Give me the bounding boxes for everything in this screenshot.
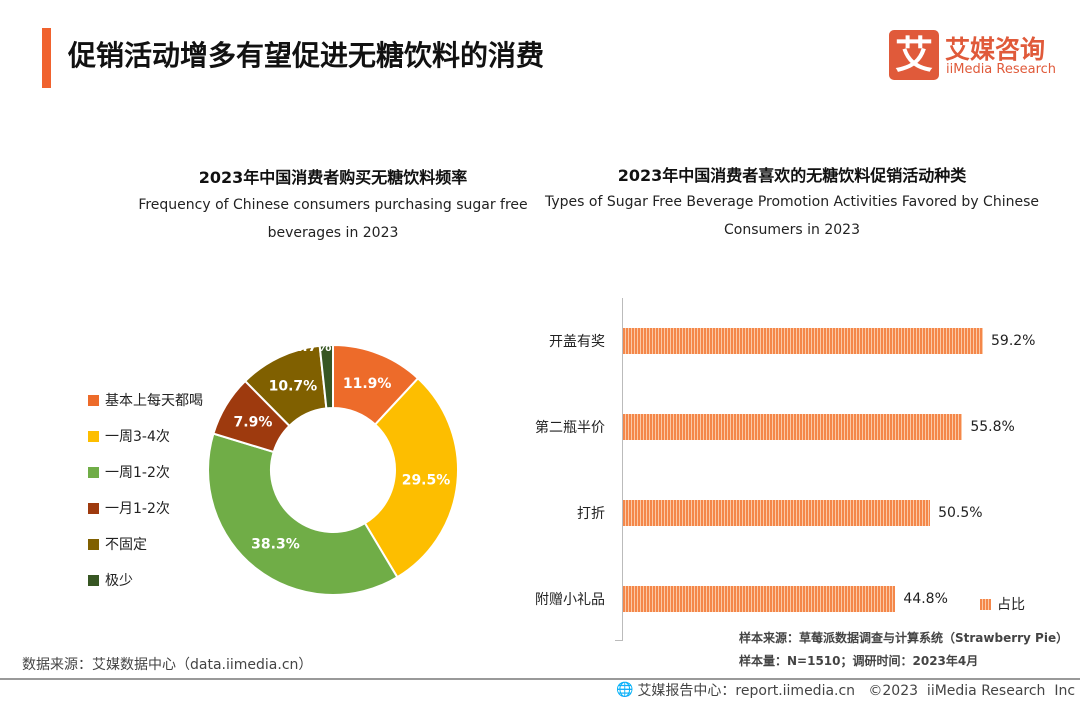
legend-item: 一周3-4次 (88, 426, 170, 446)
bar (623, 414, 963, 440)
right-chart-subtitle-2: Consumers in 2023 (724, 222, 860, 238)
logo-cn: 艾媒咨询 (945, 35, 1046, 64)
legend-label: 基本上每天都喝 (105, 393, 203, 409)
legend-label: 不固定 (105, 537, 147, 553)
right-chart-title: 2023年中国消费者喜欢的无糖饮料促销活动种类 (617, 166, 967, 185)
left-chart-title: 2023年中国消费者购买无糖饮料频率 (198, 168, 468, 187)
legend-label: 一周3-4次 (105, 429, 170, 445)
donut-data-label: 1.7% (293, 339, 332, 355)
left-chart-subtitle-1: Frequency of Chinese consumers purchasin… (138, 197, 528, 213)
sample-size: 样本量：N=1510；调研时间：2023年4月 (739, 654, 979, 668)
legend-label: 一周1-2次 (105, 465, 170, 481)
bar-legend-swatch (980, 598, 991, 610)
bar-data-label: 50.5% (938, 505, 983, 521)
legend-swatch (88, 574, 99, 586)
bar (623, 328, 983, 354)
sample-source: 样本来源：草莓派数据调查与计算系统（Strawberry Pie） (739, 631, 1069, 645)
donut-slice (318, 343, 334, 410)
donut-data-label: 7.9% (234, 415, 273, 431)
bar-data-label: 55.8% (970, 419, 1015, 435)
legend-item: 极少 (88, 570, 133, 590)
bar-category-label: 第二瓶半价 (535, 420, 605, 436)
legend-swatch (88, 394, 99, 406)
bar-legend: 占比 (980, 594, 1025, 614)
legend-item: 基本上每天都喝 (88, 390, 203, 410)
title-accent-bar (42, 28, 51, 88)
bar-category-label: 开盖有奖 (549, 334, 605, 350)
donut-data-label: 10.7% (269, 379, 318, 395)
logo-mark: 艾 (889, 30, 939, 80)
footer-divider (0, 678, 1080, 680)
bar-axis (622, 298, 623, 640)
logo-en: iiMedia Research (946, 62, 1057, 77)
donut-data-label: 11.9% (343, 376, 392, 392)
footer: 🌐 艾媒报告中心：report.iimedia.cn ©2023 iiMedia… (616, 680, 1075, 700)
donut-data-label: 29.5% (402, 473, 451, 489)
globe-icon: 🌐 (616, 682, 634, 698)
legend-swatch (88, 430, 99, 442)
page-title: 促销活动增多有望促进无糖饮料的消费 (68, 39, 545, 72)
bar (623, 500, 931, 526)
donut-data-label: 38.3% (251, 537, 300, 553)
legend-item: 一月1-2次 (88, 498, 170, 518)
bar-legend-label: 占比 (997, 597, 1025, 613)
bar-category-label: 附赠小礼品 (535, 592, 605, 608)
bar-data-label: 59.2% (991, 333, 1036, 349)
bar-data-label: 44.8% (903, 591, 948, 607)
right-chart-subtitle-1: Types of Sugar Free Beverage Promotion A… (545, 194, 1039, 210)
legend-swatch (88, 538, 99, 550)
donut-slice (207, 432, 399, 596)
legend-swatch (88, 466, 99, 478)
left-chart-subtitle-2: beverages in 2023 (267, 225, 399, 241)
bar (623, 586, 896, 612)
bar-category-label: 打折 (577, 506, 605, 522)
legend-label: 一月1-2次 (105, 501, 170, 517)
legend-item: 一周1-2次 (88, 462, 170, 482)
data-source: 数据来源：艾媒数据中心（data.iimedia.cn） (22, 657, 313, 673)
legend-item: 不固定 (88, 534, 147, 554)
legend-swatch (88, 502, 99, 514)
legend-label: 极少 (105, 573, 133, 589)
footer-text: 艾媒报告中心：report.iimedia.cn ©2023 iiMedia R… (637, 683, 1076, 699)
bar-axis-tick (615, 640, 623, 641)
donut-slice (363, 376, 459, 579)
